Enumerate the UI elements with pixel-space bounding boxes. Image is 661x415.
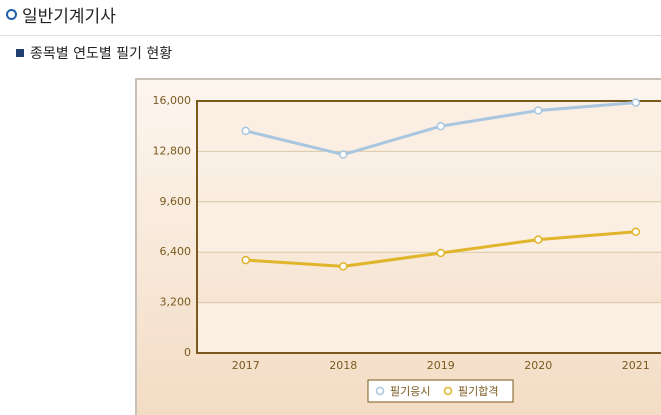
point [631,98,640,107]
point [436,121,445,131]
legend-marker [375,386,385,396]
legend-label: 필기합격 [458,385,498,398]
point [339,150,348,159]
divider [0,35,661,36]
x-tick-label: 2018 [329,359,357,372]
point [631,227,640,236]
legend-box [367,379,514,403]
point [534,106,543,115]
title-text: 일반기계기사 [22,7,116,27]
y-tick-label: 6,400 [160,245,192,258]
legend-label: 필기응시 [390,385,430,398]
plot-border [196,100,661,354]
band [197,201,661,253]
section-title: 종목별 연도별 필기 현황 [16,43,172,63]
legend-marker [443,386,453,396]
point [241,255,250,265]
y-tick-label: 9,600 [160,195,192,208]
x-tick-label: 2017 [232,359,260,372]
x-tick-label: 2020 [524,359,552,372]
point [339,262,348,271]
point [436,248,445,258]
point [241,126,250,136]
point [534,235,543,244]
x-tick-label: 2019 [427,359,455,372]
y-tick-label: 12,800 [153,144,192,157]
band [197,101,661,152]
band [197,302,661,353]
y-tick-label: 0 [184,346,191,359]
page-title: 일반기계기사 [6,2,116,27]
y-tick-label: 16,000 [153,94,192,107]
x-tick-label: 2021 [622,359,650,372]
section-text: 종목별 연도별 필기 현황 [30,46,173,62]
y-tick-label: 3,200 [160,296,192,309]
